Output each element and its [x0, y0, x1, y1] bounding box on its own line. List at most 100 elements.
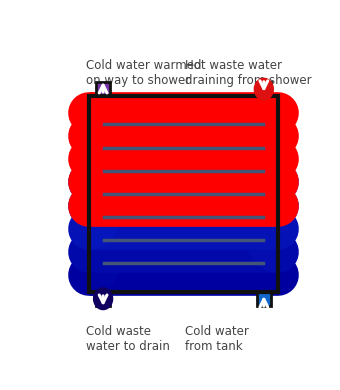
- Bar: [89, 159, 278, 160]
- Bar: [89, 239, 278, 240]
- Bar: [89, 97, 278, 98]
- Bar: [89, 213, 278, 214]
- Bar: [89, 99, 278, 101]
- Bar: [89, 185, 278, 186]
- Bar: [89, 203, 278, 204]
- Bar: [89, 129, 278, 130]
- Bar: [89, 124, 278, 125]
- Bar: [89, 173, 278, 174]
- Bar: [89, 130, 278, 131]
- Bar: [89, 138, 278, 140]
- Bar: [89, 273, 278, 274]
- Bar: [89, 181, 278, 182]
- Bar: [89, 192, 278, 193]
- Bar: [89, 147, 278, 148]
- Bar: [89, 122, 278, 123]
- Bar: [89, 132, 278, 133]
- Bar: [89, 111, 278, 112]
- Bar: [89, 256, 278, 257]
- Bar: [89, 201, 278, 202]
- Bar: [89, 133, 278, 134]
- Bar: [89, 131, 278, 132]
- Bar: [89, 110, 278, 111]
- Bar: [89, 254, 278, 255]
- Bar: [89, 158, 278, 159]
- Bar: [89, 261, 278, 262]
- Bar: [89, 252, 278, 253]
- Bar: [89, 215, 278, 216]
- Bar: [89, 245, 278, 246]
- Bar: [89, 112, 278, 113]
- Bar: [89, 134, 278, 135]
- Bar: [89, 255, 278, 256]
- Bar: [89, 140, 278, 141]
- Bar: [89, 166, 278, 167]
- Bar: [89, 204, 278, 205]
- Bar: [96, 82, 111, 96]
- Bar: [89, 114, 278, 115]
- Bar: [89, 260, 278, 261]
- Bar: [89, 278, 278, 279]
- Bar: [89, 221, 278, 222]
- Bar: [89, 205, 278, 206]
- Bar: [89, 148, 278, 149]
- Bar: [89, 269, 278, 270]
- Bar: [89, 280, 278, 281]
- Bar: [89, 106, 278, 107]
- Bar: [89, 289, 278, 290]
- Bar: [89, 199, 278, 200]
- Bar: [89, 250, 278, 251]
- Bar: [89, 221, 278, 222]
- Bar: [89, 202, 278, 203]
- Bar: [89, 124, 278, 125]
- Bar: [89, 206, 278, 207]
- Bar: [89, 135, 278, 136]
- Bar: [89, 278, 278, 280]
- Bar: [89, 143, 278, 144]
- Bar: [89, 207, 278, 208]
- Bar: [89, 218, 278, 219]
- Bar: [89, 170, 278, 171]
- Bar: [89, 168, 278, 169]
- Bar: [89, 290, 278, 291]
- Bar: [89, 258, 278, 259]
- Bar: [89, 118, 278, 119]
- Text: Cold waste
water to drain: Cold waste water to drain: [86, 326, 170, 353]
- Bar: [89, 260, 278, 261]
- Bar: [89, 194, 278, 195]
- Bar: [89, 153, 278, 154]
- Bar: [89, 140, 278, 142]
- Bar: [89, 264, 278, 265]
- Bar: [89, 208, 278, 209]
- Bar: [89, 145, 278, 146]
- Bar: [89, 172, 278, 174]
- Bar: [89, 212, 278, 213]
- Bar: [89, 105, 278, 106]
- Bar: [89, 230, 278, 231]
- Bar: [89, 243, 278, 245]
- Bar: [89, 109, 278, 110]
- Text: Cold water
from tank: Cold water from tank: [185, 326, 249, 353]
- Bar: [89, 198, 278, 199]
- Bar: [89, 291, 278, 292]
- Bar: [89, 226, 278, 227]
- Bar: [89, 282, 278, 284]
- Bar: [89, 277, 278, 278]
- Bar: [89, 178, 278, 179]
- Bar: [89, 275, 278, 276]
- Bar: [89, 136, 278, 137]
- Bar: [89, 219, 278, 220]
- Bar: [89, 129, 278, 131]
- Bar: [89, 98, 278, 99]
- Bar: [89, 180, 278, 181]
- Bar: [89, 238, 278, 239]
- Bar: [89, 100, 278, 101]
- Bar: [89, 117, 278, 118]
- Bar: [89, 219, 278, 220]
- Bar: [89, 135, 278, 136]
- Bar: [89, 123, 278, 124]
- Bar: [89, 160, 278, 161]
- Bar: [89, 246, 278, 247]
- Bar: [89, 235, 278, 236]
- Bar: [89, 138, 278, 139]
